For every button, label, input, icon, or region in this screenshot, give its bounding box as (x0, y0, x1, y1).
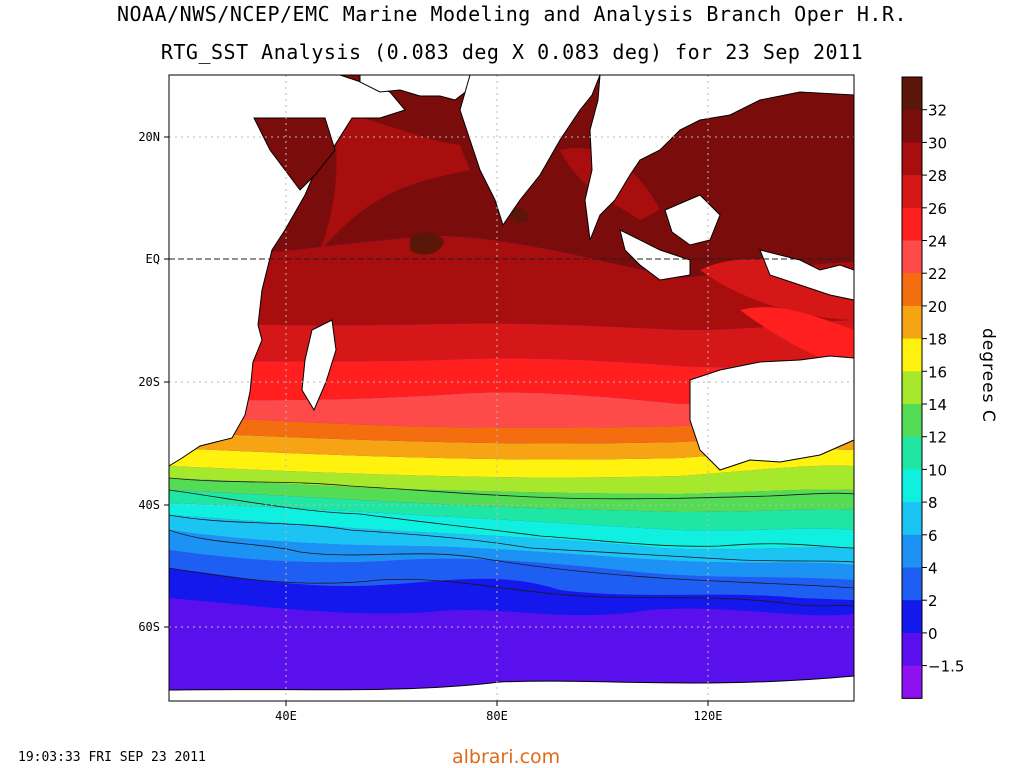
colorbar-tick-label: 18 (928, 331, 947, 349)
colorbar-swatch (902, 502, 922, 536)
lat-label-40s: 40S (138, 498, 160, 512)
colorbar-swatch (902, 305, 922, 340)
colorbar-swatch (902, 240, 922, 274)
lat-label-eq: EQ (146, 252, 160, 266)
colorbar-tick-label: 16 (928, 363, 947, 381)
colorbar-units-label: degrees C (978, 328, 998, 423)
lat-label-20n: 20N (138, 130, 160, 144)
map-frame (168, 74, 855, 702)
borneo-land (664, 194, 721, 246)
land-masses (168, 74, 855, 702)
colorbar-swatch (902, 404, 922, 438)
colorbar-swatch (902, 371, 922, 405)
colorbar-tick-label: 22 (928, 265, 947, 283)
colorbar-swatch (902, 469, 922, 503)
antarctica-land (168, 675, 855, 702)
colorbar-tick-label: 0 (928, 625, 938, 643)
colorbar-tick-label: 28 (928, 167, 947, 185)
colorbar-tick-label: 30 (928, 134, 947, 152)
colorbar-swatch (902, 142, 922, 176)
colorbar-swatch (902, 77, 922, 111)
colorbar-tick-label: 10 (928, 461, 947, 479)
colorbar-tick-label: 14 (928, 396, 947, 414)
lat-label-20s: 20S (138, 375, 160, 389)
colorbar-tick-label: 4 (928, 560, 938, 578)
colorbar-tick-label: 2 (928, 592, 938, 610)
lon-label-120e: 120E (694, 709, 723, 723)
colorbar-tick-label: 26 (928, 200, 947, 218)
madagascar-land (301, 319, 337, 412)
colorbar-swatch (902, 273, 922, 307)
watermark: albrari.com (452, 746, 561, 768)
colorbar-swatch (902, 632, 922, 667)
colorbar-swatch (902, 436, 922, 470)
colorbar-frame (901, 76, 923, 699)
colorbar-swatch (902, 207, 922, 241)
title-line-2: RTG_SST Analysis (0.083 deg X 0.083 deg)… (160, 40, 864, 64)
timestamp: 19:03:33 FRI SEP 23 2011 (18, 750, 206, 765)
colorbar-swatch (902, 338, 922, 372)
lat-label-60s: 60S (138, 620, 160, 634)
colorbar-tick-label: 6 (928, 527, 938, 545)
colorbar-tick-label: 20 (928, 298, 947, 316)
axis-ticks (164, 136, 709, 706)
colorbar-tick-label: 12 (928, 429, 947, 447)
colorbar-tick-label: −1.5 (928, 658, 964, 676)
lon-label-40e: 40E (275, 709, 297, 723)
colorbar-tick-label: 32 (928, 102, 947, 120)
colorbar-tick-label: 8 (928, 494, 938, 512)
colorbar-swatch (902, 567, 922, 601)
sumatra-land (619, 229, 691, 281)
colorbar-swatch (902, 175, 922, 209)
africa-land (168, 74, 406, 467)
map-gridlines (169, 75, 854, 701)
colorbar-swatch (902, 534, 922, 568)
india-land (459, 74, 601, 227)
colorbar-swatch (902, 600, 922, 634)
title-line-1: NOAA/NWS/NCEP/EMC Marine Modeling and An… (116, 2, 908, 26)
colorbar-swatch (902, 665, 922, 699)
australia-land (689, 355, 855, 471)
lon-label-80e: 80E (486, 709, 508, 723)
colorbar-swatch (902, 109, 922, 143)
colorbar-tick-label: 24 (928, 233, 947, 251)
se-asia-land (584, 74, 855, 241)
